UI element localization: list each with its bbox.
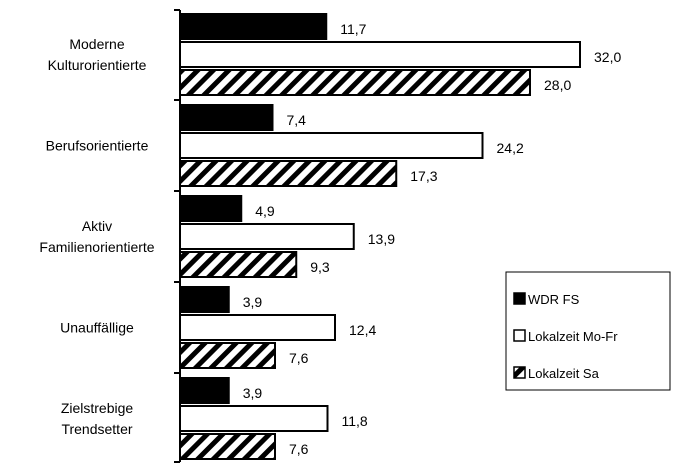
category-label: Moderne [69, 36, 124, 52]
data-label: 7,6 [289, 350, 309, 366]
category-label: Trendsetter [61, 421, 132, 437]
data-label: 9,3 [310, 259, 330, 275]
legend-label: WDR FS [528, 292, 580, 307]
data-label: 11,7 [340, 21, 366, 37]
data-label: 4,9 [255, 203, 275, 219]
legend-label: Lokalzeit Sa [528, 366, 600, 381]
bar [179, 342, 276, 369]
bar [179, 251, 298, 278]
data-label: 32,0 [594, 49, 621, 65]
bar [179, 223, 355, 250]
bar [179, 195, 243, 222]
bar [179, 69, 531, 96]
legend-box [505, 271, 671, 391]
bar [179, 132, 484, 159]
category-label: Familienorientierte [39, 239, 154, 255]
bar [179, 377, 230, 404]
category-label: Unauffällige [60, 320, 134, 336]
bar [179, 160, 398, 187]
data-label: 11,8 [342, 413, 368, 429]
legend: WDR FS Lokalzeit Mo-Fr Lokalzeit Sa [505, 271, 671, 391]
data-label: 24,2 [497, 140, 524, 156]
category-label: Aktiv [82, 218, 112, 234]
data-label: 28,0 [544, 77, 571, 93]
bar [179, 314, 336, 341]
legend-label: Lokalzeit Mo-Fr [528, 329, 618, 344]
plot-area: Moderne Kulturorientierte 11,7 32,0 28,0 Beru… [39, 9, 621, 463]
category-label: Zielstrebige [61, 400, 134, 416]
bar [179, 405, 329, 432]
data-label: 7,4 [287, 112, 307, 128]
legend-swatch [513, 329, 526, 342]
data-label: 17,3 [410, 168, 437, 184]
data-label: 3,9 [243, 294, 263, 310]
data-label: 3,9 [243, 385, 263, 401]
bar [179, 104, 274, 131]
legend-swatch [513, 292, 526, 305]
data-label: 12,4 [349, 322, 376, 338]
bar [179, 41, 581, 68]
data-label: 7,6 [289, 441, 309, 457]
category-label: Kulturorientierte [48, 57, 147, 73]
data-label: 13,9 [368, 231, 395, 247]
bar [179, 286, 230, 313]
legend-swatch [513, 366, 526, 379]
bar [179, 13, 328, 40]
bar [179, 433, 276, 460]
category-label: Berufsorientierte [46, 138, 149, 154]
